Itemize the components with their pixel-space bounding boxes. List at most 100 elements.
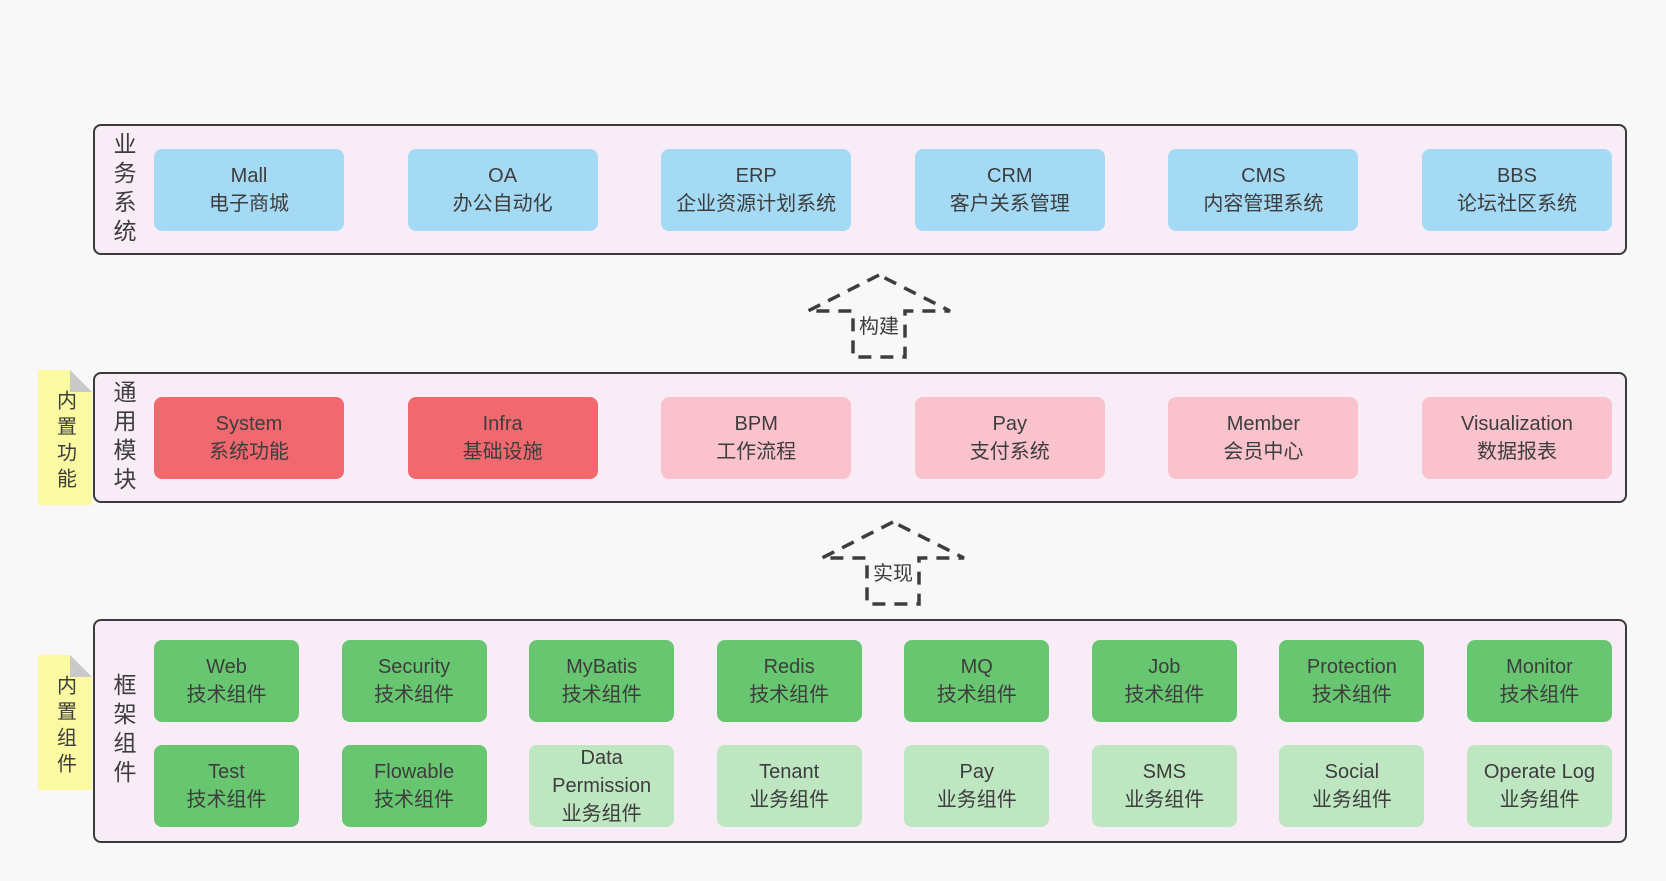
box-subtitle: 业务组件	[1124, 789, 1205, 811]
layer-label-business: 业务系统	[110, 131, 136, 248]
component-boxes-row-1: Web 技术组件 Security 技术组件 MyBatis 技术组件 Redi…	[154, 640, 1612, 722]
box-oa: OA 办公自动化	[407, 148, 598, 231]
box-title: Monitor	[1506, 656, 1573, 678]
box-social: Social 业务组件	[1279, 745, 1425, 827]
box-subtitle: 业务组件	[561, 803, 642, 825]
sticky-note-builtin-components: 内置组件	[38, 655, 92, 790]
box-title: MyBatis	[566, 656, 638, 678]
business-boxes-row: Mall 电子商城 OA 办公自动化 ERP 企业资源计划系统 CRM 客户关系…	[154, 148, 1612, 231]
box-pay-biz: Pay 业务组件	[904, 745, 1050, 827]
box-test: Test 技术组件	[154, 745, 299, 827]
box-sms: SMS 业务组件	[1091, 745, 1237, 827]
implement-arrow-label: 实现	[870, 557, 916, 586]
box-title: Job	[1148, 656, 1181, 678]
box-title: Infra	[482, 412, 523, 435]
box-erp: ERP 企业资源计划系统	[661, 148, 852, 231]
sticky-note-builtin-features: 内置功能	[38, 370, 92, 505]
box-infra: Infra 基础设施	[407, 396, 598, 479]
box-title: BPM	[734, 412, 778, 435]
box-title: Redis	[763, 656, 815, 678]
box-operate-log: Operate Log 业务组件	[1466, 745, 1612, 827]
box-subtitle: 电子商城	[209, 192, 289, 215]
box-subtitle: 业务组件	[1311, 789, 1392, 811]
box-title: Data Permission	[552, 747, 652, 797]
box-subtitle: 业务组件	[749, 789, 830, 811]
layer-business-systems: 业务系统 Mall 电子商城 OA 办公自动化 ERP 企业资源计划系统 CRM…	[93, 124, 1627, 255]
box-title: BBS	[1496, 164, 1537, 187]
box-crm: CRM 客户关系管理	[914, 148, 1105, 231]
box-bbs: BBS 论坛社区系统	[1421, 148, 1612, 231]
box-subtitle: 技术组件	[561, 684, 642, 706]
box-subtitle: 技术组件	[1124, 684, 1205, 706]
box-subtitle: 技术组件	[1499, 684, 1580, 706]
box-web: Web 技术组件	[154, 640, 299, 722]
build-arrow-icon: 构建	[806, 272, 952, 360]
box-title: Protection	[1306, 656, 1397, 678]
layer-label-modules: 通用模块	[110, 379, 136, 496]
box-redis: Redis 技术组件	[716, 640, 862, 722]
box-cms: CMS 内容管理系统	[1168, 148, 1359, 231]
box-title: Visualization	[1461, 412, 1573, 435]
box-tenant: Tenant 业务组件	[716, 745, 862, 827]
layer-framework-components: 框架组件 Web 技术组件 Security 技术组件 MyBatis 技术组件…	[93, 619, 1627, 843]
implement-arrow-icon: 实现	[820, 519, 966, 607]
box-member: Member 会员中心	[1168, 396, 1359, 479]
box-subtitle: 技术组件	[374, 789, 455, 811]
box-bpm: BPM 工作流程	[661, 396, 852, 479]
box-subtitle: 技术组件	[374, 684, 455, 706]
box-title: CMS	[1241, 164, 1286, 187]
box-subtitle: 内容管理系统	[1203, 192, 1324, 215]
box-title: Pay	[992, 412, 1028, 435]
module-boxes-row: System 系统功能 Infra 基础设施 BPM 工作流程 Pay 支付系统…	[154, 396, 1612, 479]
layer-common-modules: 通用模块 System 系统功能 Infra 基础设施 BPM 工作流程 Pay…	[93, 372, 1627, 503]
box-subtitle: 企业资源计划系统	[676, 192, 837, 215]
box-subtitle: 系统功能	[209, 440, 289, 463]
box-title: OA	[488, 164, 518, 187]
box-security: Security 技术组件	[341, 640, 487, 722]
box-title: Test	[208, 761, 245, 783]
box-subtitle: 支付系统	[969, 440, 1050, 463]
box-title: Security	[377, 656, 451, 678]
sticky-label: 内置组件	[53, 674, 76, 779]
box-title: SMS	[1142, 761, 1186, 783]
build-arrow-label: 构建	[856, 310, 902, 339]
component-boxes-row-2: Test 技术组件 Flowable 技术组件 Data Permission …	[154, 745, 1612, 827]
box-mall: Mall 电子商城	[154, 148, 344, 231]
box-title: Pay	[959, 761, 994, 783]
box-subtitle: 办公自动化	[452, 192, 553, 215]
box-mybatis: MyBatis 技术组件	[529, 640, 675, 722]
box-subtitle: 技术组件	[749, 684, 830, 706]
box-title: System	[215, 412, 283, 435]
box-title: MQ	[960, 656, 993, 678]
box-title: Member	[1226, 412, 1301, 435]
box-visualization: Visualization 数据报表	[1421, 396, 1612, 479]
box-subtitle: 论坛社区系统	[1456, 192, 1577, 215]
box-title: CRM	[987, 164, 1033, 187]
box-monitor: Monitor 技术组件	[1466, 640, 1612, 722]
box-protection: Protection 技术组件	[1279, 640, 1425, 722]
box-title: Web	[206, 656, 247, 678]
box-title: Flowable	[374, 761, 455, 783]
box-system: System 系统功能	[154, 396, 344, 479]
box-subtitle: 技术组件	[186, 684, 267, 706]
box-title: Mall	[230, 164, 268, 187]
box-subtitle: 工作流程	[716, 440, 797, 463]
box-subtitle: 技术组件	[186, 789, 267, 811]
box-subtitle: 业务组件	[1499, 789, 1580, 811]
box-subtitle: 技术组件	[936, 684, 1017, 706]
box-title: ERP	[735, 164, 777, 187]
box-mq: MQ 技术组件	[904, 640, 1050, 722]
box-job: Job 技术组件	[1091, 640, 1237, 722]
box-pay: Pay 支付系统	[914, 396, 1105, 479]
box-subtitle: 业务组件	[936, 789, 1017, 811]
box-data-permission: Data Permission 业务组件	[529, 745, 675, 827]
box-subtitle: 数据报表	[1476, 440, 1557, 463]
sticky-label: 内置功能	[53, 389, 76, 494]
box-subtitle: 客户关系管理	[949, 192, 1070, 215]
box-subtitle: 会员中心	[1223, 440, 1304, 463]
box-subtitle: 基础设施	[462, 440, 543, 463]
layer-label-components: 框架组件	[110, 673, 136, 789]
box-title: Tenant	[759, 761, 820, 783]
box-title: Operate Log	[1483, 761, 1596, 783]
